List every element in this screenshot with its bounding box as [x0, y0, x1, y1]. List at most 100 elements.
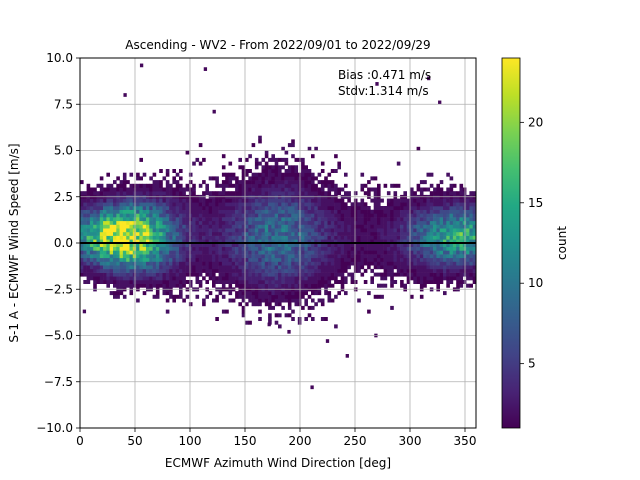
heatmap-cell: [198, 231, 203, 236]
heatmap-cell: [393, 272, 398, 277]
heatmap-cell: [380, 272, 384, 277]
heatmap-cell: [261, 246, 266, 251]
heatmap-cell: [400, 268, 404, 273]
heatmap-cell: [327, 239, 332, 244]
heatmap-cell: [152, 220, 157, 225]
heatmap-cell: [122, 228, 127, 233]
heatmap-cell: [129, 228, 134, 233]
heatmap-cell: [208, 176, 213, 181]
heatmap-cell: [304, 280, 308, 284]
heatmap-cell: [317, 272, 322, 277]
heatmap-cell: [122, 206, 127, 210]
heatmap-cell: [413, 191, 417, 196]
heatmap-cell: [228, 191, 233, 196]
heatmap-cell: [400, 239, 404, 244]
heatmap-cell: [228, 239, 233, 244]
heatmap-cell: [212, 202, 216, 207]
heatmap-cell: [287, 165, 292, 170]
heatmap-cell: [235, 213, 239, 218]
heatmap-cell: [344, 206, 348, 210]
colorbar-tick-label: 15: [528, 196, 543, 210]
heatmap-cell: [251, 280, 256, 284]
heatmap-cell: [462, 191, 467, 196]
heatmap-cell: [400, 272, 404, 277]
heatmap-cell: [119, 261, 124, 266]
heatmap-cells: [80, 63, 476, 390]
heatmap-cell: [251, 298, 256, 303]
heatmap-cell: [469, 265, 473, 270]
heatmap-cell: [195, 217, 200, 222]
heatmap-cell: [317, 213, 322, 218]
heatmap-cell: [330, 276, 335, 281]
heatmap-cell: [446, 261, 450, 266]
heatmap-cell: [439, 209, 444, 214]
heatmap-cell: [80, 191, 84, 196]
heatmap-cell: [433, 228, 437, 233]
heatmap-cell: [258, 139, 262, 144]
heatmap-cell: [169, 206, 173, 210]
heatmap-cell: [198, 250, 203, 255]
heatmap-cell: [175, 191, 180, 196]
heatmap-cell: [353, 198, 358, 203]
heatmap-cell: [188, 243, 193, 247]
heatmap-cell: [472, 254, 476, 259]
heatmap-cell: [172, 239, 176, 244]
heatmap-cell: [241, 309, 246, 314]
heatmap-cell: [198, 206, 203, 210]
heatmap-cell: [443, 272, 447, 277]
heatmap-cell: [245, 276, 249, 281]
heatmap-cell: [99, 231, 104, 236]
heatmap-cell: [380, 243, 384, 247]
heatmap-cell: [96, 243, 101, 247]
heatmap-cell: [304, 235, 308, 240]
heatmap-cell: [149, 257, 153, 262]
heatmap-cell: [165, 283, 170, 288]
heatmap-cell: [373, 261, 378, 266]
heatmap-cell: [291, 191, 295, 196]
heatmap-cell: [416, 220, 421, 225]
heatmap-cell: [221, 191, 226, 196]
heatmap-cell: [297, 272, 302, 277]
heatmap-cell: [96, 183, 101, 188]
outlier-cell: [82, 309, 87, 314]
heatmap-cell: [109, 246, 114, 251]
heatmap-cell: [347, 272, 351, 277]
heatmap-cell: [258, 272, 262, 277]
heatmap-cell: [274, 231, 279, 236]
heatmap-cell: [452, 206, 457, 210]
heatmap-cell: [248, 176, 252, 181]
heatmap-cell: [390, 231, 394, 236]
heatmap-cell: [116, 183, 120, 188]
heatmap-cell: [363, 246, 368, 251]
heatmap-cell: [287, 257, 292, 262]
heatmap-cell: [155, 206, 160, 210]
heatmap-cell: [119, 272, 124, 277]
heatmap-cell: [347, 250, 351, 255]
heatmap-cell: [221, 294, 226, 299]
heatmap-cell: [459, 217, 464, 222]
heatmap-cell: [169, 228, 173, 233]
heatmap-cell: [83, 228, 87, 233]
heatmap-cell: [271, 261, 275, 266]
heatmap-cell: [129, 268, 134, 273]
heatmap-cell: [99, 209, 104, 214]
heatmap-cell: [245, 283, 249, 288]
heatmap-cell: [393, 257, 398, 262]
heatmap-cell: [129, 187, 134, 192]
heatmap-cell: [238, 246, 242, 251]
heatmap-cell: [446, 239, 450, 244]
heatmap-cell: [254, 283, 259, 288]
heatmap-cell: [169, 280, 173, 284]
heatmap-cell: [86, 183, 91, 188]
heatmap-cell: [129, 231, 134, 236]
heatmap-cell: [96, 276, 101, 281]
heatmap-cell: [198, 228, 203, 233]
heatmap-cell: [377, 228, 381, 233]
heatmap-cell: [165, 231, 170, 236]
heatmap-cell: [146, 198, 150, 203]
heatmap-cell: [294, 246, 299, 251]
heatmap-cell: [449, 231, 454, 236]
heatmap-cell: [116, 213, 120, 218]
heatmap-cell: [268, 198, 272, 203]
heatmap-cell: [314, 280, 318, 284]
